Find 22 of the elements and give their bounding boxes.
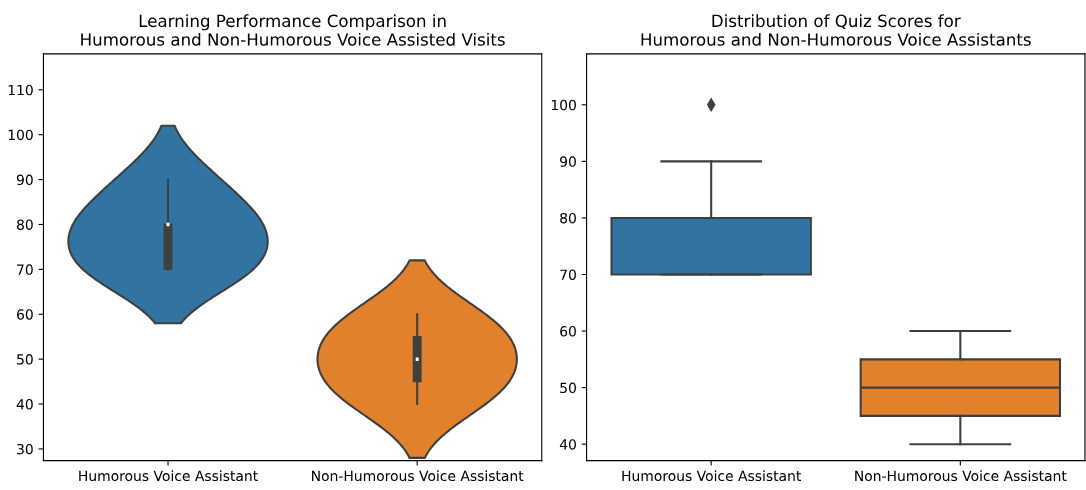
x-tick-label: Humorous Voice Assistant — [79, 470, 258, 482]
x-tick-label: Humorous Voice Assistant — [622, 470, 801, 482]
chart-title: Distribution of Quiz Scores for Humorous and Non-Humorous Voice Assistants — [641, 14, 1031, 46]
x-tick-label: Non-Humorous Voice Assistant — [855, 470, 1067, 482]
y-tick-label: 100 — [551, 99, 576, 111]
y-tick-label: 40 — [16, 399, 33, 410]
y-tick-label: 30 — [17, 443, 33, 455]
y-tick-label: 90 — [16, 174, 33, 186]
y-tick-label: 70 — [17, 264, 33, 275]
y-tick-label: 60 — [17, 309, 33, 320]
x-tick-label: Non-Humorous Voice Assistant — [312, 470, 524, 482]
y-tick-label: 80 — [560, 212, 576, 224]
y-tick-label: 110 — [8, 84, 33, 96]
chart-title: Learning Performance Comparison in Humorous and Non-Humorous Voice Assisted Visits — [81, 14, 505, 46]
y-tick-label: 100 — [8, 129, 33, 141]
y-tick-label: 50 — [560, 382, 576, 394]
y-tick-label: 70 — [560, 269, 576, 280]
y-tick-label: 60 — [560, 326, 576, 337]
y-tick-label: 50 — [17, 354, 33, 365]
y-tick-label: 90 — [560, 156, 576, 167]
y-tick-label: 80 — [16, 219, 33, 230]
y-tick-label: 40 — [559, 439, 576, 450]
